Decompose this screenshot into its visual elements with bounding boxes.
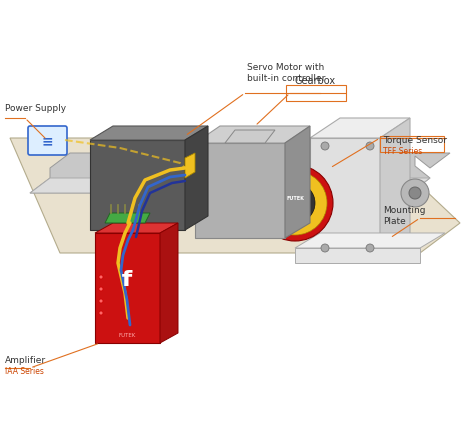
Text: ᶠ: ᶠ: [120, 269, 134, 307]
Text: FUTEK: FUTEK: [286, 195, 304, 201]
Text: Servo Motor with
built-in controller: Servo Motor with built-in controller: [247, 63, 325, 83]
Polygon shape: [310, 118, 410, 138]
Polygon shape: [285, 126, 310, 238]
Polygon shape: [310, 138, 380, 258]
FancyBboxPatch shape: [28, 126, 67, 155]
Text: Mounting
Plate: Mounting Plate: [383, 206, 426, 226]
Text: FUTEK: FUTEK: [118, 332, 136, 337]
Circle shape: [263, 171, 327, 235]
Polygon shape: [90, 126, 208, 140]
Polygon shape: [185, 126, 208, 230]
Polygon shape: [95, 223, 178, 233]
Text: IAA Series: IAA Series: [5, 367, 44, 376]
Polygon shape: [30, 178, 430, 193]
Circle shape: [257, 165, 333, 241]
Circle shape: [275, 183, 315, 223]
Polygon shape: [90, 140, 185, 230]
Circle shape: [99, 299, 103, 303]
Polygon shape: [295, 248, 420, 263]
Circle shape: [99, 287, 103, 291]
Polygon shape: [195, 126, 310, 143]
Circle shape: [366, 142, 374, 150]
Polygon shape: [105, 213, 150, 223]
Text: TFF Series: TFF Series: [383, 147, 422, 156]
Text: Torque Sensor: Torque Sensor: [383, 136, 447, 145]
Text: Power Supply: Power Supply: [5, 104, 66, 113]
Polygon shape: [295, 233, 445, 248]
Circle shape: [321, 142, 329, 150]
Polygon shape: [30, 153, 450, 193]
Text: Amplifier: Amplifier: [5, 356, 46, 365]
Circle shape: [99, 311, 103, 315]
Circle shape: [409, 187, 421, 199]
Polygon shape: [380, 118, 410, 258]
Circle shape: [99, 275, 103, 279]
Polygon shape: [95, 233, 160, 343]
Circle shape: [366, 244, 374, 252]
Polygon shape: [10, 138, 460, 253]
Polygon shape: [160, 223, 178, 343]
Text: Gearbox: Gearbox: [295, 76, 336, 86]
Polygon shape: [225, 130, 275, 143]
Polygon shape: [185, 153, 195, 178]
Text: ≡: ≡: [41, 134, 53, 148]
Polygon shape: [195, 143, 285, 238]
Circle shape: [401, 179, 429, 207]
Circle shape: [321, 244, 329, 252]
